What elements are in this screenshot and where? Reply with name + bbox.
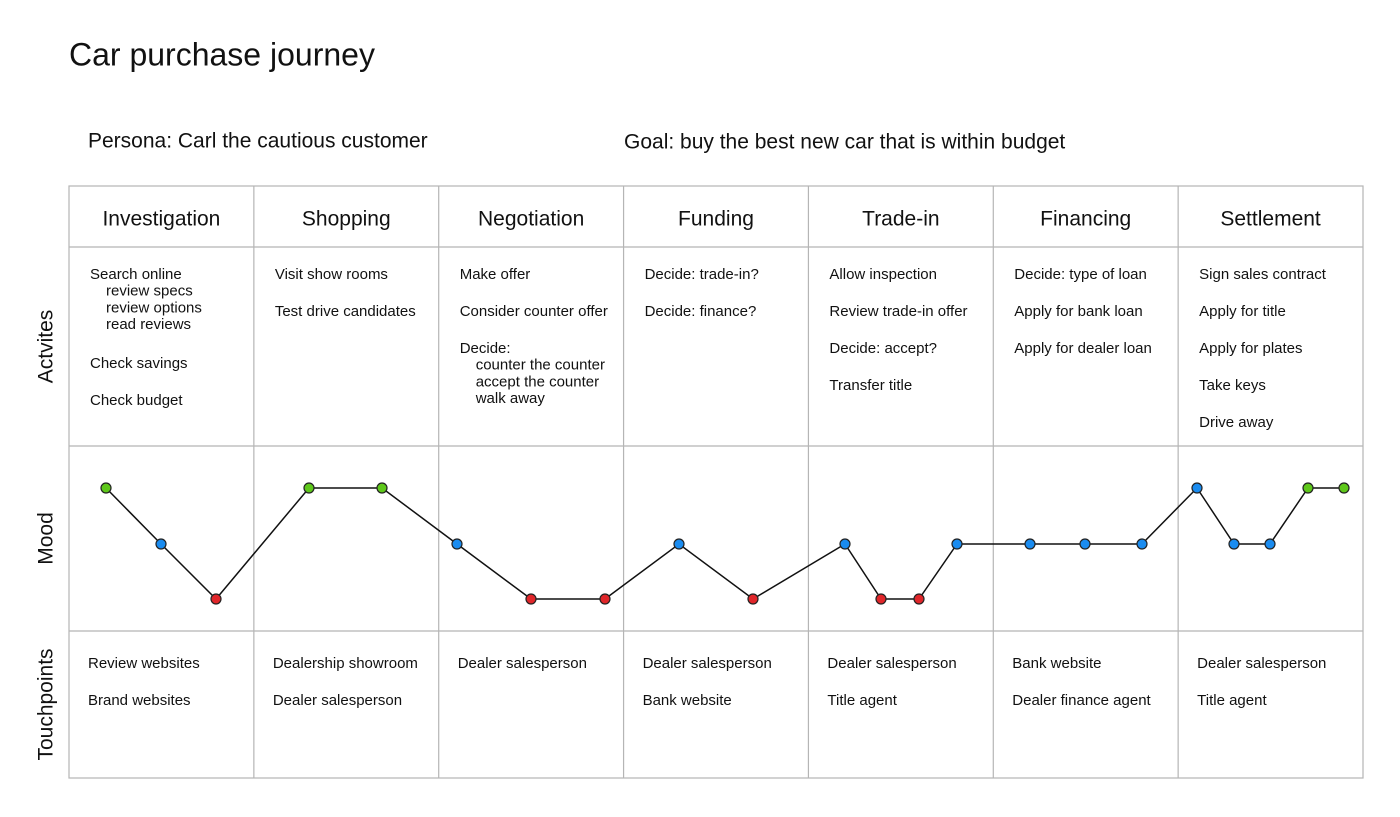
activity: Decide: type of loan [1014,266,1147,283]
mood-point [875,593,887,605]
sub-activity: walk away [475,390,546,407]
activity: Allow inspection [829,266,937,283]
table-border [68,185,1364,779]
touchpoint: Dealer salesperson [273,692,402,709]
activity: Test drive candidates [275,303,416,320]
mood-point [451,538,463,550]
touchpoint: Bank website [643,692,732,709]
mood-point [839,538,851,550]
sub-activity: review options [106,299,202,316]
mood-line [100,482,1350,605]
activity: Visit show rooms [275,266,388,283]
activity: Take keys [1199,377,1266,394]
mood-point [913,593,925,605]
persona: Persona: Carl the cautious customer [88,130,428,153]
activity: Check savings [90,355,188,372]
activity: Apply for dealer loan [1014,340,1152,357]
mood-point [1024,538,1036,550]
row-label: Touchpoints [35,648,58,760]
activity: Drive away [1199,414,1274,431]
activity: Apply for bank loan [1014,303,1142,320]
mood-point [376,482,388,494]
activity: Check budget [90,392,183,409]
activity: Decide: trade-in? [645,266,759,283]
activity: Decide: accept? [829,340,937,357]
mood-point [1302,482,1314,494]
activity: Make offer [460,266,531,283]
goal: Goal: buy the best new car that is withi… [624,131,1065,154]
mood-point [303,482,315,494]
stage-header: Negotiation [478,208,584,231]
touchpoint: Dealer salesperson [1197,655,1326,672]
mood-point [1264,538,1276,550]
sub-activity: accept the counter [476,373,599,390]
sub-activity: read reviews [106,316,191,333]
row-label: Mood [35,512,58,565]
sub-activity: review specs [106,283,193,300]
title: Car purchase journey [69,36,375,72]
row-label: Actvites [35,310,58,384]
activity: Consider counter offer [460,303,608,320]
mood-point [100,482,112,494]
mood-point [1338,482,1350,494]
activity: Search online [90,266,182,283]
stage-header: Financing [1040,208,1131,231]
mood-point [525,593,537,605]
mood-point [599,593,611,605]
touchpoint: Dealer salesperson [827,655,956,672]
activity: Apply for title [1199,303,1286,320]
mood-point [1079,538,1091,550]
mood-point [1136,538,1148,550]
stage-header: Investigation [102,208,220,231]
touchpoint: Review websites [88,655,200,672]
touchpoint: Dealership showroom [273,655,418,672]
activity: Apply for plates [1199,340,1302,357]
touchpoint: Bank website [1012,655,1101,672]
mood-path [105,486,1344,601]
mood-point [210,593,222,605]
activity: Decide: [460,340,511,357]
touchpoint: Dealer salesperson [643,655,772,672]
stage-header: Shopping [302,208,391,231]
mood-point [1191,482,1203,494]
touchpoint: Dealer finance agent [1012,692,1151,709]
activity: Decide: finance? [645,303,757,320]
grid [68,185,1364,779]
mood-point [673,538,685,550]
touchpoint: Dealer salesperson [458,655,587,672]
activity: Transfer title [829,377,912,394]
sub-activity: counter the counter [476,357,605,374]
mood-point [951,538,963,550]
mood-point [155,538,167,550]
activity: Review trade-in offer [829,303,967,320]
mood-point [747,593,759,605]
touchpoint: Title agent [1197,692,1267,709]
touchpoint: Title agent [827,692,897,709]
activity: Sign sales contract [1199,266,1327,283]
touchpoint: Brand websites [88,692,191,709]
stage-header: Trade-in [862,208,939,231]
stage-header: Settlement [1220,208,1321,231]
mood-point [1228,538,1240,550]
stage-header: Funding [678,208,754,231]
